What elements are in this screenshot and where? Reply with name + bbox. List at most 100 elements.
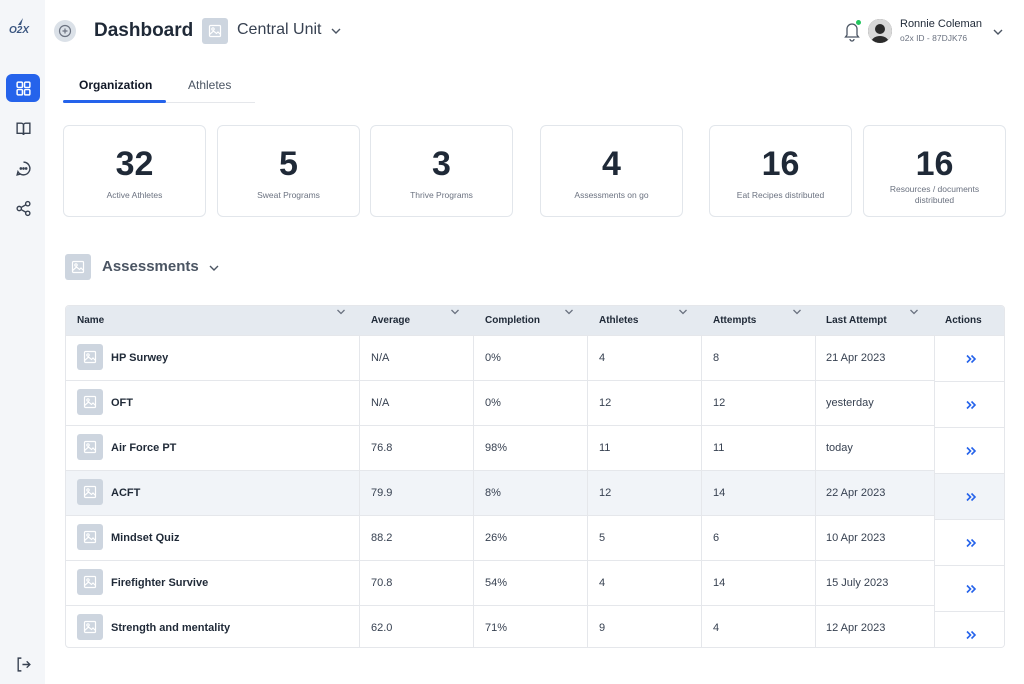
- stat-label: Sweat Programs: [257, 190, 320, 200]
- cell-athletes: 5: [599, 532, 606, 544]
- column-divider: [473, 335, 474, 647]
- image-icon: [77, 524, 103, 550]
- row-action-button[interactable]: [934, 335, 1004, 381]
- book-icon: [15, 121, 31, 135]
- cell-average: N/A: [371, 397, 390, 409]
- stat-value: 16: [915, 145, 954, 183]
- cell-last-attempt: yesterday: [826, 397, 874, 409]
- notification-dot: [855, 19, 862, 26]
- logout-icon: [16, 656, 31, 672]
- table-row[interactable]: Air Force PT 76.8 98% 11 11 today: [66, 425, 934, 470]
- cell-athletes: 12: [599, 397, 612, 409]
- avatar[interactable]: [868, 19, 892, 43]
- cell-completion: 0%: [485, 352, 501, 364]
- image-icon: [77, 614, 103, 640]
- column-header-name[interactable]: Name: [77, 315, 105, 326]
- tab-organization[interactable]: Organization: [79, 78, 153, 92]
- table-row[interactable]: Firefighter Survive 70.8 54% 4 14 15 July 202…: [66, 560, 934, 605]
- image-icon: [77, 344, 103, 370]
- stat-card-assessments[interactable]: 4 Assessments on go: [540, 125, 683, 217]
- cell-name[interactable]: Air Force PT: [111, 442, 177, 454]
- column-header-average[interactable]: Average: [371, 315, 411, 326]
- tab-athletes[interactable]: Athletes: [188, 78, 232, 92]
- sort-chevron-icon[interactable]: [677, 306, 689, 318]
- cell-name[interactable]: Strength and mentality: [111, 622, 231, 634]
- sidebar-item-share[interactable]: [6, 194, 40, 222]
- cell-completion: 54%: [485, 577, 508, 589]
- cell-last-attempt: 10 Apr 2023: [826, 532, 886, 544]
- chevron-down-icon[interactable]: [991, 25, 1005, 39]
- chevron-down-icon[interactable]: [207, 261, 221, 275]
- stat-label: Thrive Programs: [410, 190, 473, 200]
- cell-completion: 26%: [485, 532, 508, 544]
- cell-name[interactable]: Mindset Quiz: [111, 532, 180, 544]
- sort-chevron-icon[interactable]: [791, 306, 803, 318]
- sort-chevron-icon[interactable]: [335, 306, 347, 318]
- sidebar-item-dashboard[interactable]: [6, 74, 40, 102]
- stat-card-resources[interactable]: 16 Resources / documents distributed: [863, 125, 1006, 217]
- unit-image-icon: [202, 18, 228, 44]
- assessments-title[interactable]: Assessments: [102, 258, 199, 275]
- sort-chevron-icon[interactable]: [908, 306, 920, 318]
- unit-selector[interactable]: Central Unit: [237, 21, 322, 38]
- double-chevron-right-icon: [965, 630, 976, 639]
- sidebar: O2X: [0, 0, 45, 684]
- column-header-actions: Actions: [945, 315, 982, 326]
- cell-attempts: 4: [713, 622, 720, 634]
- stat-label: Active Athletes: [106, 190, 163, 200]
- add-button[interactable]: [54, 20, 76, 42]
- double-chevron-right-icon: [965, 400, 976, 409]
- row-action-button[interactable]: [934, 611, 1004, 647]
- row-action-button[interactable]: [934, 565, 1004, 611]
- cell-name[interactable]: HP Surwey: [111, 352, 169, 364]
- cell-name[interactable]: Firefighter Survive: [111, 577, 209, 589]
- column-header-athletes[interactable]: Athletes: [599, 315, 639, 326]
- cell-last-attempt: today: [826, 442, 853, 454]
- cell-average: 76.8: [371, 442, 393, 454]
- notification-bell-icon[interactable]: [842, 20, 862, 42]
- chevron-down-icon[interactable]: [329, 24, 343, 38]
- stat-card-thrive-programs[interactable]: 3 Thrive Programs: [370, 125, 513, 217]
- plus-circle-icon: [58, 24, 72, 38]
- chat-icon: [15, 160, 31, 176]
- o2x-logo[interactable]: O2X: [9, 17, 37, 35]
- cell-athletes: 9: [599, 622, 606, 634]
- sort-chevron-icon[interactable]: [449, 306, 461, 318]
- stat-card-eat-recipes[interactable]: 16 Eat Recipes distributed: [709, 125, 852, 217]
- stat-card-sweat-programs[interactable]: 5 Sweat Programs: [217, 125, 360, 217]
- share-icon: [15, 200, 31, 216]
- sidebar-item-library[interactable]: [6, 114, 40, 142]
- table-row[interactable]: Strength and mentality 62.0 71% 9 4 12 Apr 20…: [66, 605, 934, 647]
- row-action-button[interactable]: [934, 473, 1004, 519]
- assessments-image-icon: [65, 254, 91, 280]
- column-header-last-attempt[interactable]: Last Attempt: [826, 315, 887, 326]
- row-action-button[interactable]: [934, 519, 1004, 565]
- table-row[interactable]: Mindset Quiz 88.2 26% 5 6 10 Apr 2023: [66, 515, 934, 560]
- row-action-button[interactable]: [934, 381, 1004, 427]
- cell-completion: 8%: [485, 487, 501, 499]
- column-header-attempts[interactable]: Attempts: [713, 315, 757, 326]
- stat-label: Assessments on go: [574, 190, 649, 200]
- column-divider: [701, 335, 702, 647]
- row-action-button[interactable]: [934, 427, 1004, 473]
- cell-average: N/A: [371, 352, 390, 364]
- cell-average: 88.2: [371, 532, 393, 544]
- stat-card-active-athletes[interactable]: 32 Active Athletes: [63, 125, 206, 217]
- cell-athletes: 4: [599, 352, 606, 364]
- cell-name[interactable]: ACFT: [111, 487, 141, 499]
- cell-completion: 71%: [485, 622, 508, 634]
- cell-attempts: 11: [713, 442, 725, 454]
- sidebar-item-messages[interactable]: [6, 154, 40, 182]
- image-icon: [77, 569, 103, 595]
- cell-name[interactable]: OFT: [111, 397, 133, 409]
- table-row[interactable]: ACFT 79.9 8% 12 14 22 Apr 2023: [66, 470, 934, 515]
- assessments-table: Name Average Completion Athletes Attempt…: [65, 305, 1005, 648]
- table-row[interactable]: OFT N/A 0% 12 12 yesterday: [66, 380, 934, 425]
- column-divider: [587, 335, 588, 647]
- column-divider: [359, 335, 360, 647]
- cell-average: 62.0: [371, 622, 393, 634]
- sort-chevron-icon[interactable]: [563, 306, 575, 318]
- logout-button[interactable]: [6, 650, 40, 678]
- table-row[interactable]: HP Surwey N/A 0% 4 8 21 Apr 2023: [66, 335, 934, 380]
- column-header-completion[interactable]: Completion: [485, 315, 540, 326]
